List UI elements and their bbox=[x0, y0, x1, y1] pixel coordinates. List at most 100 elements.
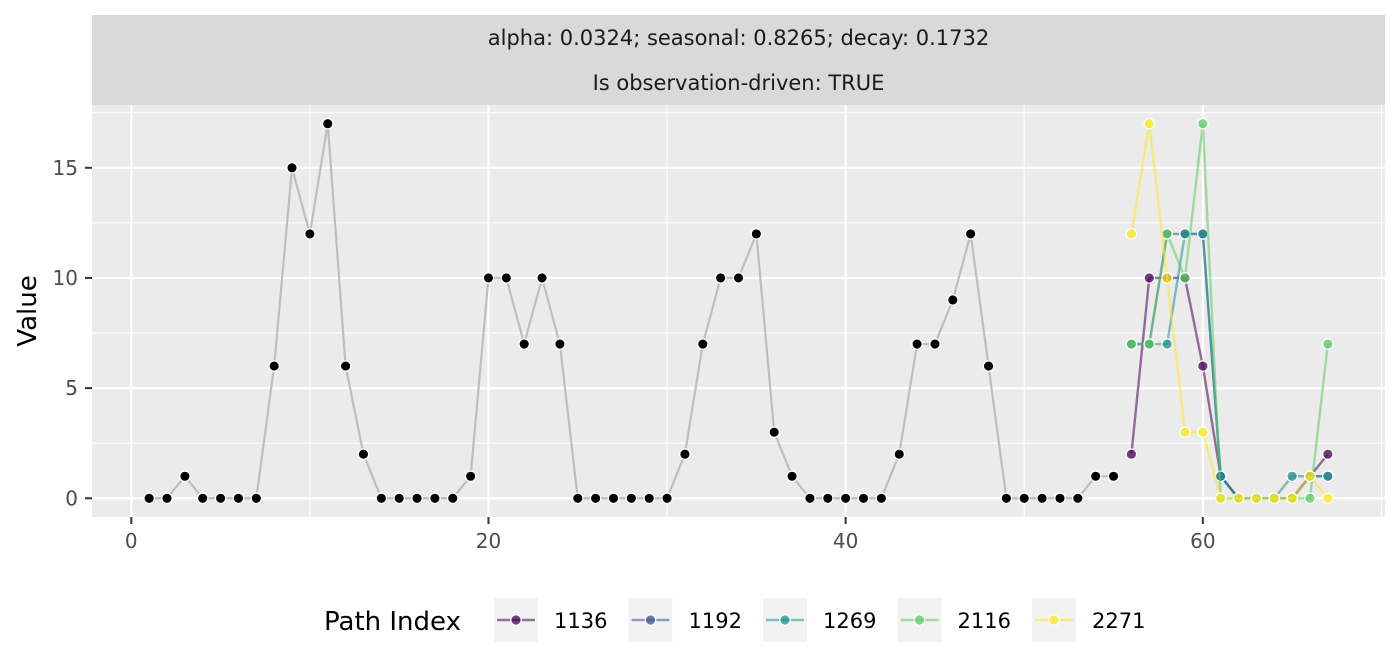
path-point-2271 bbox=[1179, 426, 1191, 438]
path-point-1269 bbox=[1197, 228, 1209, 240]
forecast-paths bbox=[1125, 117, 1334, 505]
observed-point bbox=[339, 360, 352, 372]
y-tick-label: 5 bbox=[65, 376, 78, 400]
path-point-2271 bbox=[1250, 492, 1263, 505]
observed-point bbox=[911, 338, 923, 350]
observed-point bbox=[286, 161, 298, 174]
observed-point bbox=[536, 272, 548, 284]
path-point-2271 bbox=[1232, 492, 1245, 505]
observed-point bbox=[232, 492, 245, 505]
observed-point bbox=[732, 272, 745, 284]
x-tick-label: 0 bbox=[125, 529, 138, 553]
observed-point bbox=[446, 492, 459, 505]
legend-label: 1269 bbox=[823, 609, 876, 633]
path-point-2271 bbox=[1125, 228, 1138, 240]
path-point-2116 bbox=[1304, 492, 1316, 505]
path-point-1136 bbox=[1143, 272, 1156, 284]
observed-point bbox=[1036, 492, 1048, 505]
legend-title: Path Index bbox=[324, 607, 461, 637]
path-point-1136 bbox=[1197, 360, 1209, 372]
observed-point bbox=[1018, 492, 1031, 505]
observed-point bbox=[786, 470, 798, 483]
legend-entry-2271: 2271 bbox=[1032, 598, 1145, 642]
observed-point bbox=[839, 492, 852, 505]
y-tick-label: 10 bbox=[53, 266, 78, 290]
observed-point bbox=[625, 492, 638, 505]
observed-point bbox=[964, 228, 977, 240]
path-point-1269 bbox=[1286, 470, 1298, 483]
observed-point bbox=[268, 360, 281, 372]
observed-point bbox=[250, 492, 263, 505]
observed-point bbox=[304, 228, 316, 240]
path-point-2271 bbox=[1322, 492, 1334, 505]
observed-point bbox=[946, 294, 959, 306]
legend-key-point bbox=[1048, 614, 1060, 626]
observed-point bbox=[857, 492, 870, 505]
observed-point bbox=[571, 492, 584, 505]
observed-point bbox=[321, 117, 334, 130]
plot-panel bbox=[92, 105, 1385, 517]
y-axis: 0 5 10 15 bbox=[53, 156, 92, 510]
observed-point bbox=[411, 492, 423, 505]
observed-point bbox=[929, 338, 941, 350]
observed-point bbox=[179, 470, 191, 483]
observed-point bbox=[768, 426, 781, 439]
legend: Path Index 1136 1192 1269 2116 2271 bbox=[324, 598, 1145, 642]
observed-point bbox=[804, 492, 816, 505]
path-point-2271 bbox=[1143, 117, 1156, 130]
observed-point bbox=[821, 492, 834, 505]
path-point-1269 bbox=[1161, 338, 1173, 350]
y-tick-label: 15 bbox=[53, 156, 78, 180]
x-tick-label: 20 bbox=[476, 529, 501, 553]
observed-point bbox=[518, 338, 531, 350]
observed-point bbox=[1089, 470, 1102, 483]
path-point-1269 bbox=[1322, 470, 1334, 483]
observed-point bbox=[357, 448, 370, 461]
observed-point bbox=[482, 272, 495, 284]
path-point-2116 bbox=[1197, 117, 1209, 130]
observed-point bbox=[982, 360, 995, 372]
observed-point bbox=[393, 492, 406, 505]
path-series-2271 bbox=[1125, 117, 1334, 505]
y-axis-label: Value bbox=[13, 275, 43, 346]
legend-entry-1269: 1269 bbox=[763, 598, 876, 642]
path-point-2116 bbox=[1143, 338, 1156, 350]
observed-point bbox=[679, 448, 691, 461]
path-point-2271 bbox=[1268, 492, 1281, 505]
observed-point bbox=[196, 492, 209, 505]
observed-point bbox=[143, 492, 155, 505]
observed-point bbox=[714, 272, 727, 284]
legend-label: 1192 bbox=[689, 609, 742, 633]
observed-point bbox=[464, 470, 477, 483]
legend-label: 2271 bbox=[1092, 609, 1145, 633]
path-point-2271 bbox=[1161, 272, 1173, 284]
legend-entry-1192: 1192 bbox=[628, 598, 742, 642]
observed-point bbox=[1054, 492, 1066, 505]
observed-point bbox=[1000, 492, 1013, 505]
strip-label-parameters: alpha: 0.0324; seasonal: 0.8265; decay: … bbox=[488, 26, 990, 50]
observed-point bbox=[750, 228, 763, 240]
legend-key-point bbox=[644, 614, 657, 626]
observed-point bbox=[661, 492, 673, 505]
legend-label: 2116 bbox=[958, 609, 1011, 633]
legend-key-point bbox=[510, 614, 522, 626]
strip-label-observation-driven: Is observation-driven: TRUE bbox=[593, 71, 885, 95]
path-point-2271 bbox=[1304, 470, 1316, 483]
legend-entry-1136: 1136 bbox=[494, 598, 607, 642]
observed-point bbox=[696, 338, 709, 350]
path-point-2116 bbox=[1125, 338, 1138, 350]
observed-point bbox=[1107, 470, 1120, 483]
observed-point bbox=[1071, 492, 1084, 505]
legend-entry-2116: 2116 bbox=[897, 598, 1011, 642]
path-point-2271 bbox=[1214, 492, 1227, 505]
observed-point bbox=[214, 492, 227, 505]
x-tick-label: 40 bbox=[833, 529, 858, 553]
x-axis: 0 20 40 60 bbox=[125, 517, 1216, 553]
observed-point bbox=[500, 272, 513, 284]
observed-point bbox=[643, 492, 656, 505]
path-point-1136 bbox=[1322, 448, 1334, 461]
legend-label: 1136 bbox=[554, 609, 607, 633]
observed-point bbox=[875, 492, 888, 505]
path-point-2271 bbox=[1197, 426, 1209, 438]
